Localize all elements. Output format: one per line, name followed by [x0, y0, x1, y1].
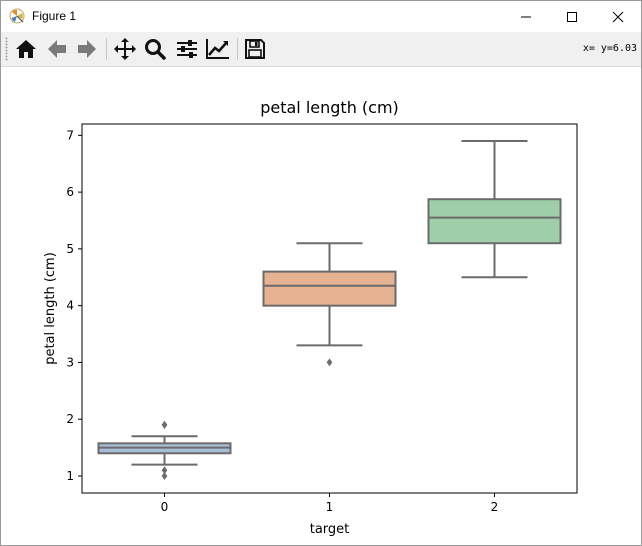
- x-axis-label: target: [310, 522, 350, 537]
- outlier-point: [161, 420, 168, 429]
- pan-icon: [114, 38, 136, 60]
- coordinates-readout: x= y=6.03: [582, 43, 637, 54]
- box-group-2: [427, 140, 562, 279]
- x-tick-label: 0: [161, 500, 169, 514]
- navigation-toolbar: x= y=6.03: [1, 32, 641, 67]
- chart-title: petal length (cm): [260, 98, 399, 117]
- y-tick-label: 2: [66, 412, 74, 426]
- box-plot: petal length (cm) 1 2 3 4 5 6 7 0 1 2 target petal l…: [43, 98, 578, 537]
- zoom-icon: [145, 39, 166, 60]
- window-title: Figure 1: [32, 9, 77, 23]
- outlier-point: [326, 358, 333, 367]
- save-button[interactable]: [242, 36, 268, 62]
- figure-canvas[interactable]: petal length (cm) 1 2 3 4 5 6 7 0 1 2 target petal l…: [1, 67, 641, 545]
- matplotlib-icon: [9, 8, 25, 24]
- y-tick-label: 7: [66, 128, 74, 142]
- edit-axis-icon: [206, 39, 229, 59]
- box-iqr: [262, 270, 397, 307]
- y-tick-label: 1: [66, 469, 74, 483]
- back-arrow-icon: [48, 40, 66, 58]
- edit-axis-button[interactable]: [205, 36, 231, 62]
- back-button[interactable]: [44, 36, 70, 62]
- save-icon: [245, 39, 265, 59]
- zoom-button[interactable]: [142, 36, 168, 62]
- subplots-config-icon: [177, 40, 197, 58]
- outlier-point: [161, 471, 168, 480]
- toolbar-separator: [106, 38, 107, 60]
- y-axis-label: petal length (cm): [43, 252, 58, 365]
- close-icon: [612, 11, 624, 22]
- configure-subplots-button[interactable]: [174, 36, 200, 62]
- forward-arrow-icon: [78, 40, 96, 58]
- toolbar-grip[interactable]: [5, 37, 8, 61]
- toolbar-separator: [237, 38, 238, 60]
- home-icon: [16, 40, 36, 58]
- x-tick-label: 2: [491, 500, 499, 514]
- y-tick-label: 5: [66, 242, 74, 256]
- outlier-point: [161, 466, 168, 475]
- y-tick-label: 4: [66, 299, 74, 313]
- pan-button[interactable]: [112, 36, 138, 62]
- close-button[interactable]: [595, 1, 641, 32]
- box-group-0: [97, 420, 232, 480]
- minimize-button[interactable]: [503, 1, 549, 32]
- y-tick-label: 6: [66, 185, 74, 199]
- maximize-button[interactable]: [549, 1, 595, 32]
- box-iqr: [427, 198, 562, 245]
- minimize-icon: [521, 16, 531, 17]
- x-tick-label: 1: [326, 500, 334, 514]
- box-group-1: [262, 242, 397, 367]
- maximize-icon: [567, 11, 577, 22]
- home-button[interactable]: [13, 36, 39, 62]
- title-bar: Figure 1: [1, 1, 641, 32]
- y-tick-label: 3: [66, 355, 74, 369]
- forward-button[interactable]: [74, 36, 100, 62]
